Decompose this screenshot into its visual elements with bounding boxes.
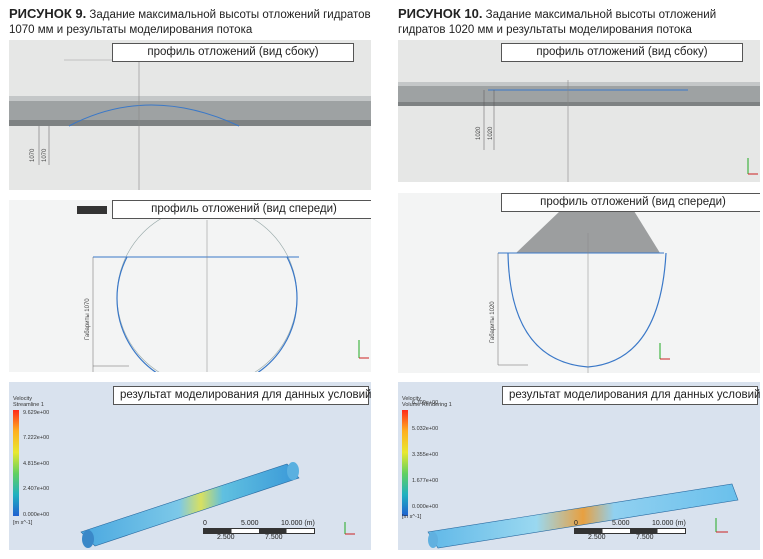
legend-value: 4.815e+00 xyxy=(23,461,50,467)
figure-number: РИСУНОК 9. xyxy=(9,6,87,21)
legend-value: 7.222e+00 xyxy=(23,435,50,441)
side-view-panel: 1070 1070 профиль отложений (вид сбоку) xyxy=(9,40,371,190)
front-dimension: Габариты 1020 xyxy=(490,301,496,343)
legend-variable: Velocity xyxy=(402,396,421,402)
legend-value: 0.000e+00 xyxy=(412,504,439,510)
front-view-panel: Габариты 1020 профиль отложений (вид спе… xyxy=(398,193,760,373)
front-view-drawing xyxy=(77,205,369,372)
figure-title: РИСУНОК 9. Задание максимальной высоты о… xyxy=(9,6,371,38)
figure-title: РИСУНОК 10. Задание максимальной высоты … xyxy=(398,6,760,38)
legend-unit: [m s^-1] xyxy=(402,514,422,520)
front-view-label: профиль отложений (вид спереди) xyxy=(112,200,371,219)
legend-value: 3.355e+00 xyxy=(412,452,439,458)
side-dimension-2: 1020 xyxy=(488,126,494,140)
scale-label: 2.500 xyxy=(217,534,235,541)
scale-label: 5.000 xyxy=(612,520,630,527)
scale-label: 0 xyxy=(574,520,578,527)
color-legend-bar xyxy=(13,410,19,516)
legend-value: 2.407e+00 xyxy=(23,486,50,492)
side-dimension-1: 1020 xyxy=(476,126,482,140)
legend-value: 5.032e+00 xyxy=(412,426,439,432)
legend-value: 9.629e+00 xyxy=(23,410,50,416)
legend-value: 0.000e+00 xyxy=(23,512,50,518)
figure-number: РИСУНОК 10. xyxy=(398,6,483,21)
legend-variable: Velocity xyxy=(13,396,32,402)
scale-label: 10.000 (m) xyxy=(281,520,315,527)
scale-label: 0 xyxy=(203,520,207,527)
simulation-result-drawing xyxy=(80,462,355,548)
result-label: результат моделирования для данных услов… xyxy=(113,386,371,405)
scale-ruler xyxy=(203,528,315,534)
simulation-result-panel: Velocity Streamline 1 9.629e+00 7.222e+0… xyxy=(9,382,371,550)
legend-subtitle: Volume Rendering 1 xyxy=(402,402,452,408)
legend-value: 1.677e+00 xyxy=(412,478,439,484)
legend-value: 6.709e+00 xyxy=(412,400,439,406)
scale-label: 7.500 xyxy=(265,534,283,541)
side-view-panel: 1020 1020 профиль отложений (вид сбоку) xyxy=(398,40,760,182)
front-dimension: Габариты 1070 xyxy=(85,298,91,340)
side-view-drawing xyxy=(398,80,760,182)
legend-unit: [m s^-1] xyxy=(13,520,33,526)
front-view-label: профиль отложений (вид спереди) xyxy=(501,193,760,212)
side-view-label: профиль отложений (вид сбоку) xyxy=(501,43,743,62)
scale-bar: 0 5.000 10.000 (m) 2.500 7.500 xyxy=(574,520,694,541)
scale-label: 7.500 xyxy=(636,534,654,541)
scale-ruler xyxy=(574,528,686,534)
simulation-result-panel: Velocity Volume Rendering 1 6.709e+00 5.… xyxy=(398,382,760,550)
side-dimension-1: 1070 xyxy=(30,148,36,162)
color-legend-bar xyxy=(402,410,408,516)
simulation-result-drawing xyxy=(427,483,739,549)
side-dimension-2: 1070 xyxy=(42,148,48,162)
legend-title: Velocity Volume Rendering 1 xyxy=(402,396,452,408)
scale-label: 10.000 (m) xyxy=(652,520,686,527)
front-view-drawing xyxy=(497,211,670,373)
legend-title: Velocity Streamline 1 xyxy=(13,396,44,408)
figure-caption: Задание максимальной высоты отложений ги… xyxy=(398,9,717,36)
side-view-label: профиль отложений (вид сбоку) xyxy=(112,43,354,62)
scale-label: 2.500 xyxy=(588,534,606,541)
legend-subtitle: Streamline 1 xyxy=(13,402,44,408)
figure-caption: Задание максимальной высоты отложений ги… xyxy=(9,9,371,36)
result-label: результат моделирования для данных услов… xyxy=(502,386,760,405)
front-view-panel: Габариты 1070 профиль отложений (вид спе… xyxy=(9,200,371,372)
scale-bar: 0 5.000 10.000 (m) 2.500 7.500 xyxy=(203,520,323,541)
side-view-drawing xyxy=(9,59,371,190)
scale-label: 5.000 xyxy=(241,520,259,527)
